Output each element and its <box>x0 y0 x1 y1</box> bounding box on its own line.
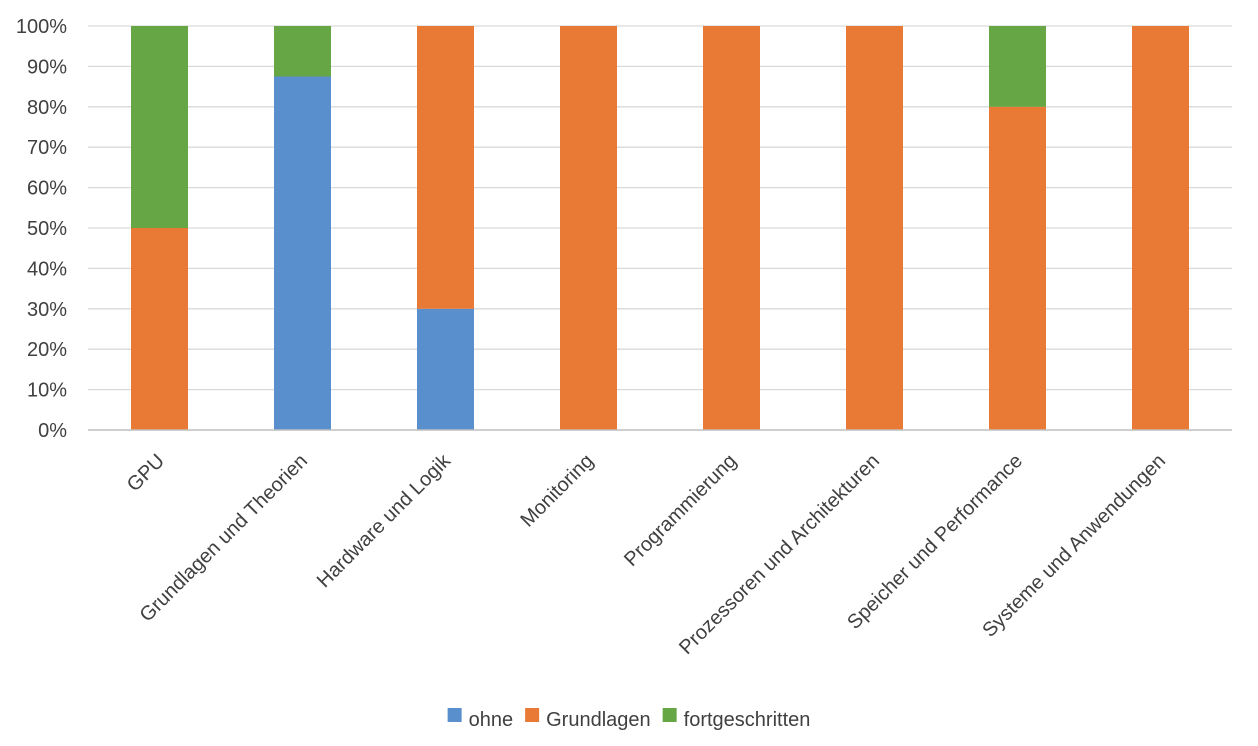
bar-segment-fortgeschritten <box>989 26 1046 107</box>
y-tick-label: 70% <box>27 137 67 159</box>
bar-segment-grundlagen <box>1132 26 1189 430</box>
y-tick-label: 100% <box>16 16 67 38</box>
legend-label: fortgeschritten <box>684 709 811 731</box>
y-tick-label: 0% <box>38 420 67 442</box>
legend-item: fortgeschritten <box>662 708 811 731</box>
legend-swatch <box>525 708 540 722</box>
bar-segment-grundlagen <box>417 26 474 309</box>
y-tick-label: 10% <box>27 380 67 402</box>
bar-segment-ohne <box>417 308 474 430</box>
y-tick-label: 50% <box>27 218 67 240</box>
legend-item: Grundlagen <box>525 708 651 731</box>
bar-segment-grundlagen <box>703 26 760 430</box>
x-category-label: Monitoring <box>516 450 598 532</box>
x-category-label: Hardware und Logik <box>313 449 456 592</box>
x-category-label: Grundlagen und Theorien <box>136 450 312 626</box>
y-tick-label: 80% <box>27 97 67 119</box>
grid-lines <box>88 25 1232 391</box>
bar-segment-ohne <box>274 76 331 430</box>
y-tick-label: 20% <box>27 339 67 361</box>
legend-swatch <box>662 708 677 722</box>
legend: ohne Grundlagen fortgeschritten <box>447 708 811 731</box>
x-category-label: Programmierung <box>620 450 741 571</box>
y-tick-label: 60% <box>27 178 67 200</box>
bar-segment-grundlagen <box>846 26 903 430</box>
bar-segment-fortgeschritten <box>131 26 188 228</box>
legend-label: ohne <box>469 709 514 731</box>
y-tick-label: 40% <box>27 258 67 280</box>
bar-segment-fortgeschritten <box>274 26 331 77</box>
bars <box>131 26 1189 431</box>
bar-segment-grundlagen <box>560 26 617 430</box>
y-axis-tick-labels: 0% 10% 20% 30% 40% 50% 60% 70% 80% 90% 100% <box>16 16 67 442</box>
legend-item: ohne <box>447 708 514 731</box>
legend-label: Grundlagen <box>546 709 651 731</box>
bar-segment-grundlagen <box>989 106 1046 431</box>
legend-swatch <box>447 708 462 722</box>
y-tick-label: 90% <box>27 56 67 78</box>
x-category-label: GPU <box>123 450 169 496</box>
y-tick-label: 30% <box>27 299 67 321</box>
bar-segment-grundlagen <box>131 228 188 430</box>
